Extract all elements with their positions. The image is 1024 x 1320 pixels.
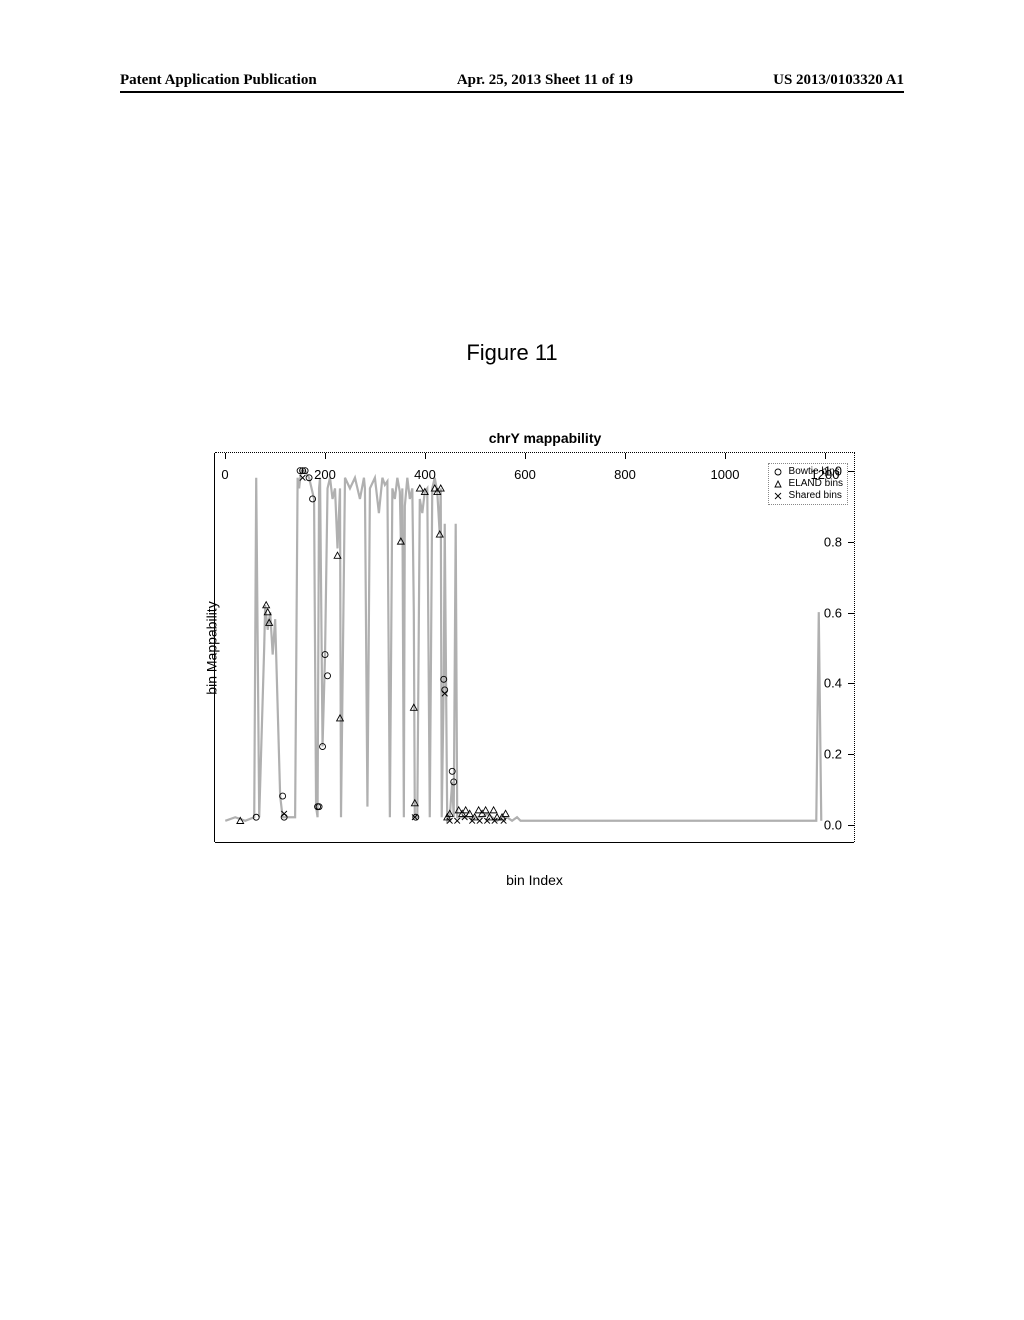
x-tick-label: 200: [314, 467, 336, 482]
x-tick-label: 800: [614, 467, 636, 482]
triangle-icon: [773, 480, 783, 488]
figure-label: Figure 11: [0, 340, 1024, 366]
y-tick-label: 0.0: [824, 818, 842, 833]
x-tick-label: 600: [514, 467, 536, 482]
x-axis-label: bin Index: [506, 872, 563, 888]
x-icon: [773, 492, 783, 500]
x-axis: [215, 842, 854, 850]
x-tick-label: 0: [221, 467, 228, 482]
y-tick-label: 0.2: [824, 747, 842, 762]
y-tick-label: 0.6: [824, 605, 842, 620]
x-tick-label: 1200: [811, 467, 840, 482]
legend-label: Shared bins: [789, 490, 842, 502]
header-right: US 2013/0103320 A1: [773, 72, 904, 89]
plot-area: bin Mappability bin Index Bowtie bins EL…: [215, 452, 855, 842]
circle-icon: [773, 468, 783, 476]
chart-title: chrY mappability: [215, 430, 875, 446]
legend-item: Shared bins: [773, 490, 843, 502]
header-center: Apr. 25, 2013 Sheet 11 of 19: [457, 72, 633, 89]
x-tick-label: 1000: [711, 467, 740, 482]
chart: chrY mappability bin Mappability bin Ind…: [155, 430, 875, 910]
x-tick-label: 400: [414, 467, 436, 482]
header-left: Patent Application Publication: [120, 72, 317, 89]
y-tick-label: 0.8: [824, 534, 842, 549]
plot-svg: [215, 453, 854, 842]
y-tick-label: 0.4: [824, 676, 842, 691]
